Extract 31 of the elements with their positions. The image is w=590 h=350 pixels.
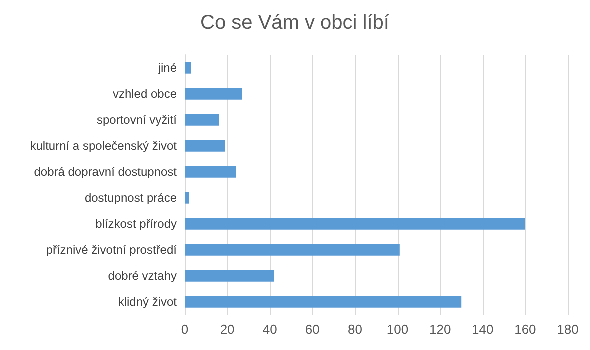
bar [185,166,236,178]
bar [185,88,242,100]
x-tick-label: 80 [348,322,362,337]
bar [185,244,400,256]
bar [185,192,190,204]
bar [185,114,220,126]
y-tick-label: dobrá dopravní dostupnost [34,165,178,179]
y-tick-label: příznivé životní prostředí [46,243,178,257]
x-tick-label: 60 [305,322,320,337]
y-tick-label: dobré vztahy [108,269,177,283]
x-tick-label: 0 [181,322,189,337]
bar [185,62,192,74]
x-tick-label: 40 [262,322,278,337]
x-tick-label: 100 [386,322,409,337]
x-tick-label: 140 [472,322,494,337]
y-tick-label: klidný život [118,295,178,309]
bar [185,296,462,308]
chart-title: Co se Vám v obci líbí [200,12,390,34]
y-tick-label: jiné [157,61,178,75]
y-tick-label: vzhled obce [112,87,178,101]
bar [185,270,274,282]
y-tick-label: blízkost přírody [96,217,177,231]
y-tick-label: sportovní vyžití [96,113,178,127]
x-tick-label: 120 [429,322,452,337]
x-tick-label: 20 [220,322,235,337]
x-tick-label: 180 [557,322,579,337]
x-tick-label: 160 [514,322,536,337]
y-tick-label: kulturní a společenský život [30,139,178,153]
bar [185,218,526,230]
bar [185,140,226,152]
y-tick-label: dostupnost práce [84,191,178,205]
